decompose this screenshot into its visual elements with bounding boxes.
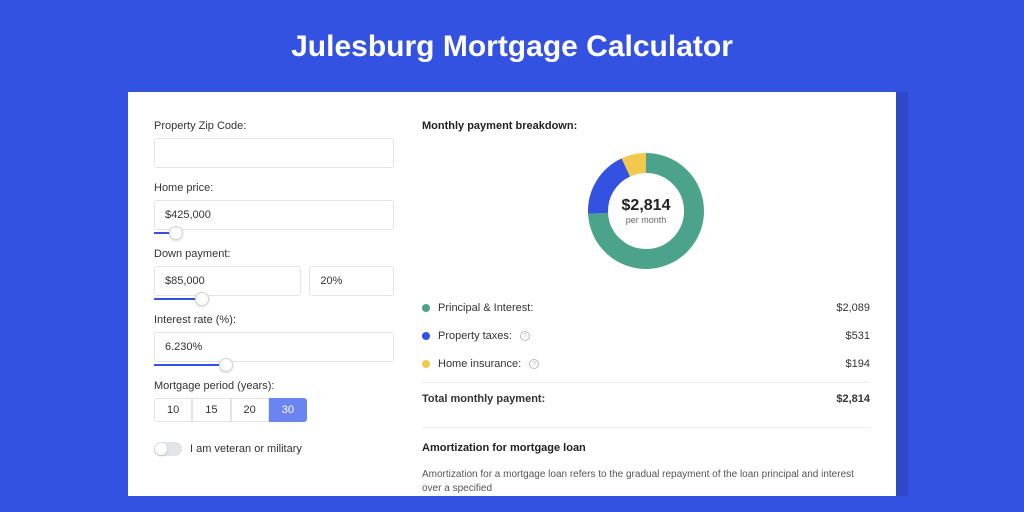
amortization-text: Amortization for a mortgage loan refers … — [422, 468, 870, 496]
info-icon[interactable]: ? — [529, 359, 539, 369]
form-panel: Property Zip Code: Home price: Down paym… — [154, 120, 394, 496]
legend-dot — [422, 332, 430, 340]
interest-rate-field: Interest rate (%): — [154, 314, 394, 366]
legend-amount: $194 — [846, 358, 870, 370]
legend-row: Property taxes:? $531 — [422, 322, 870, 350]
home-price-input[interactable] — [154, 200, 394, 230]
donut-slice — [626, 163, 646, 167]
legend-amount: $531 — [846, 330, 870, 342]
down-payment-amount-input[interactable] — [154, 266, 301, 296]
veteran-label: I am veteran or military — [190, 443, 302, 455]
down-payment-field: Down payment: — [154, 248, 394, 300]
interest-rate-label: Interest rate (%): — [154, 314, 394, 326]
donut-amount: $2,814 — [622, 197, 671, 215]
period-button-group: 10152030 — [154, 398, 394, 422]
amortization-title: Amortization for mortgage loan — [422, 442, 870, 454]
legend-label: Principal & Interest: — [438, 302, 533, 314]
donut-center: $2,814 per month — [622, 197, 671, 225]
period-button-20[interactable]: 20 — [231, 398, 269, 422]
calculator-card: Property Zip Code: Home price: Down paym… — [128, 92, 896, 496]
zip-input[interactable] — [154, 138, 394, 168]
legend-row: Principal & Interest: $2,089 — [422, 294, 870, 322]
total-row: Total monthly payment: $2,814 — [422, 382, 870, 413]
home-price-label: Home price: — [154, 182, 394, 194]
breakdown-panel: Monthly payment breakdown: $2,814 per mo… — [422, 120, 870, 496]
period-label: Mortgage period (years): — [154, 380, 394, 392]
total-label: Total monthly payment: — [422, 393, 545, 405]
period-field: Mortgage period (years): 10152030 — [154, 380, 394, 422]
donut-chart-wrap: $2,814 per month — [422, 146, 870, 276]
page-title: Julesburg Mortgage Calculator — [0, 30, 1024, 64]
breakdown-title: Monthly payment breakdown: — [422, 120, 870, 132]
down-payment-pct-input[interactable] — [309, 266, 394, 296]
interest-rate-slider[interactable] — [154, 364, 394, 366]
info-icon[interactable]: ? — [520, 331, 530, 341]
amortization-section: Amortization for mortgage loan Amortizat… — [422, 427, 870, 496]
legend-dot — [422, 304, 430, 312]
legend-dot — [422, 360, 430, 368]
veteran-row: I am veteran or military — [154, 442, 394, 456]
period-button-30[interactable]: 30 — [269, 398, 307, 422]
zip-field: Property Zip Code: — [154, 120, 394, 168]
down-payment-label: Down payment: — [154, 248, 394, 260]
legend-row: Home insurance:? $194 — [422, 350, 870, 378]
home-price-field: Home price: — [154, 182, 394, 234]
legend-label: Home insurance: — [438, 358, 521, 370]
home-price-slider[interactable] — [154, 232, 394, 234]
period-button-10[interactable]: 10 — [154, 398, 192, 422]
total-amount: $2,814 — [836, 393, 870, 405]
donut-sublabel: per month — [622, 215, 671, 225]
legend-amount: $2,089 — [836, 302, 870, 314]
down-payment-slider[interactable] — [154, 298, 394, 300]
zip-label: Property Zip Code: — [154, 120, 394, 132]
period-button-15[interactable]: 15 — [192, 398, 230, 422]
page-background: Julesburg Mortgage Calculator Property Z… — [0, 0, 1024, 512]
legend-label: Property taxes: — [438, 330, 512, 342]
veteran-toggle[interactable] — [154, 442, 182, 456]
donut-chart: $2,814 per month — [581, 146, 711, 276]
interest-rate-input[interactable] — [154, 332, 394, 362]
